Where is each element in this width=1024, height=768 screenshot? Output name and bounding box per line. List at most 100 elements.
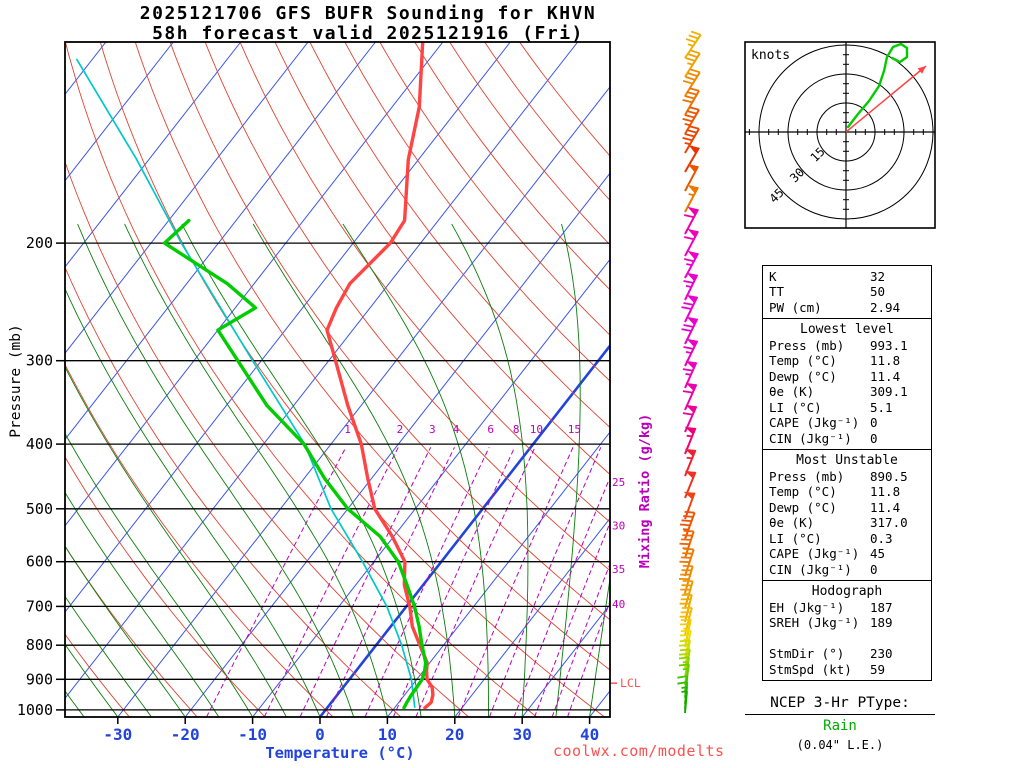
stat-label: Dewp (°C) bbox=[769, 368, 837, 384]
hodograph-trace bbox=[846, 42, 909, 129]
stats-section-most-unstable: Most Unstable Press (mb) 890.5 Temp (°C) 11.… bbox=[762, 448, 932, 581]
svg-text:600: 600 bbox=[26, 553, 53, 571]
svg-text:40: 40 bbox=[580, 725, 599, 744]
stat-row: LI (°C) 5.1 bbox=[769, 400, 925, 416]
stat-row: CAPE (Jkg⁻¹) 0 bbox=[769, 415, 925, 431]
svg-text:3: 3 bbox=[429, 423, 436, 436]
stat-row: Dewp (°C) 11.4 bbox=[769, 500, 925, 516]
svg-text:700: 700 bbox=[26, 597, 53, 615]
stat-value: 230 bbox=[870, 646, 893, 661]
stats-section-indices: K 32 TT 50 PW (cm) 2.94 bbox=[762, 264, 932, 319]
stat-value: 59 bbox=[870, 661, 886, 677]
stat-value: 45 bbox=[870, 546, 886, 561]
svg-text:500: 500 bbox=[26, 500, 53, 518]
stat-row: Press (mb) 890.5 bbox=[769, 469, 925, 485]
stat-row: TT 50 bbox=[769, 284, 925, 300]
stat-label: PW (cm) bbox=[769, 299, 822, 315]
stats-section-header: Hodograph bbox=[811, 583, 883, 599]
stat-row: K 32 bbox=[769, 269, 925, 285]
svg-text:200: 200 bbox=[26, 234, 53, 252]
stat-value: 2.94 bbox=[870, 299, 901, 315]
stats-section-header: Most Unstable bbox=[796, 452, 898, 468]
svg-text:1000: 1000 bbox=[17, 701, 53, 719]
stat-label: Press (mb) bbox=[769, 337, 845, 353]
stat-label: K bbox=[769, 268, 777, 284]
chart-subtitle: 58h forecast valid 2025121916 (Fri) bbox=[152, 23, 584, 44]
svg-text:4: 4 bbox=[453, 423, 460, 436]
stat-label: Press (mb) bbox=[769, 468, 845, 484]
svg-text:LCL: LCL bbox=[620, 676, 641, 690]
stat-value: 0 bbox=[870, 415, 878, 430]
stat-row: Press (mb) 993.1 bbox=[769, 338, 925, 354]
stat-row: CIN (Jkg⁻¹) 0 bbox=[769, 562, 925, 578]
stat-row: SREH (Jkg⁻¹) 189 bbox=[769, 615, 925, 631]
chart-title: 2025121706 GFS BUFR Sounding for KHVN bbox=[139, 3, 597, 24]
stat-label: CIN (Jkg⁻¹) bbox=[769, 561, 852, 577]
stats-section-hodograph: Hodograph EH (Jkg⁻¹) 187 SREH (Jkg⁻¹) 189 Stm… bbox=[762, 579, 932, 681]
svg-text:30: 30 bbox=[612, 520, 625, 533]
svg-text:40: 40 bbox=[612, 598, 625, 611]
stat-row: LI (°C) 0.3 bbox=[769, 531, 925, 547]
stat-label: EH (Jkg⁻¹) bbox=[769, 599, 845, 615]
svg-text:10: 10 bbox=[378, 725, 397, 744]
stat-row: CIN (Jkg⁻¹) 0 bbox=[769, 431, 925, 447]
stat-label bbox=[769, 631, 870, 647]
svg-text:35: 35 bbox=[612, 563, 625, 576]
stat-row: StmSpd (kt) 59 bbox=[769, 662, 925, 678]
stat-row: θe (K) 317.0 bbox=[769, 515, 925, 531]
stat-row bbox=[769, 631, 925, 647]
svg-text:15: 15 bbox=[568, 423, 581, 436]
stat-value: 317.0 bbox=[870, 515, 908, 530]
svg-text:-20: -20 bbox=[171, 725, 200, 744]
stats-section-lowest-level: Lowest level Press (mb) 993.1 Temp (°C) 11.8… bbox=[762, 317, 932, 450]
stat-value: 11.8 bbox=[870, 353, 901, 368]
svg-text:400: 400 bbox=[26, 435, 53, 453]
stat-row: StmDir (°) 230 bbox=[769, 646, 925, 662]
stat-value: 0.3 bbox=[870, 530, 893, 546]
stats-panel: K 32 TT 50 PW (cm) 2.94 Lowest level Press (mb)… bbox=[762, 264, 932, 681]
stat-label: Temp (°C) bbox=[769, 484, 837, 499]
svg-text:30: 30 bbox=[513, 725, 532, 744]
stat-label: CAPE (Jkg⁻¹) bbox=[769, 546, 860, 561]
stat-label: CAPE (Jkg⁻¹) bbox=[769, 415, 860, 430]
ptype-title: NCEP 3-Hr PType: bbox=[745, 695, 935, 715]
wetbulb-trace bbox=[75, 58, 416, 708]
temperature-trace bbox=[325, 42, 435, 710]
svg-text:-30: -30 bbox=[103, 725, 132, 744]
pressure-axis-label: Pressure (mb) bbox=[8, 324, 24, 438]
stat-value: 0 bbox=[870, 430, 878, 446]
stat-row: EH (Jkg⁻¹) 187 bbox=[769, 600, 925, 616]
stat-row: θe (K) 309.1 bbox=[769, 384, 925, 400]
stat-label: Dewp (°C) bbox=[769, 499, 837, 515]
stat-label: LI (°C) bbox=[769, 530, 822, 546]
stat-label: SREH (Jkg⁻¹) bbox=[769, 615, 860, 630]
svg-text:25: 25 bbox=[612, 476, 625, 489]
stat-label: θe (K) bbox=[769, 515, 815, 530]
ptype-note: (0.04" L.E.) bbox=[796, 738, 884, 752]
stat-label: CIN (Jkg⁻¹) bbox=[769, 430, 852, 446]
stat-value: 11.4 bbox=[870, 499, 901, 515]
svg-text:8: 8 bbox=[513, 423, 520, 436]
stat-row: CAPE (Jkg⁻¹) 45 bbox=[769, 546, 925, 562]
stat-value: 890.5 bbox=[870, 468, 908, 484]
stat-value: 187 bbox=[870, 599, 893, 615]
watermark: coolwx.com/modelts bbox=[553, 742, 725, 760]
stat-label: θe (K) bbox=[769, 384, 815, 399]
stat-label: Temp (°C) bbox=[769, 353, 837, 368]
stat-label: TT bbox=[769, 284, 785, 299]
stat-value: 189 bbox=[870, 615, 893, 630]
stat-label: StmDir (°) bbox=[769, 646, 845, 661]
stat-value: 5.1 bbox=[870, 399, 893, 415]
stat-value: 32 bbox=[870, 268, 886, 284]
stat-row: Temp (°C) 11.8 bbox=[769, 484, 925, 500]
stat-row: PW (cm) 2.94 bbox=[769, 300, 925, 316]
dewpoint-trace bbox=[162, 218, 428, 710]
stat-value: 50 bbox=[870, 284, 886, 299]
svg-text:2: 2 bbox=[397, 423, 404, 436]
mixing-ratio-axis-label: Mixing Ratio (g/kg) bbox=[637, 413, 653, 569]
stats-section-header: Lowest level bbox=[800, 321, 894, 337]
stat-label: LI (°C) bbox=[769, 399, 822, 415]
stat-label: StmSpd (kt) bbox=[769, 661, 852, 677]
svg-text:6: 6 bbox=[487, 423, 494, 436]
